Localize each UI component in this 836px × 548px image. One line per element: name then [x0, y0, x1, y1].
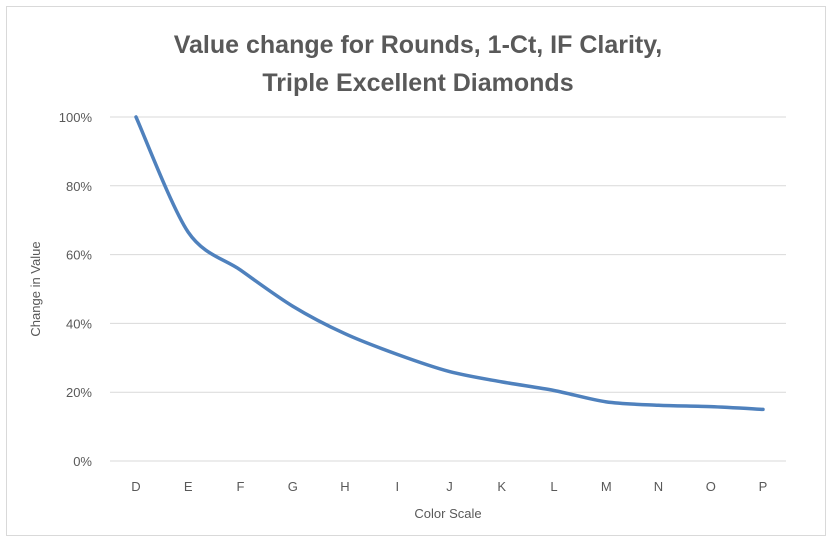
x-tick-label: I [395, 479, 399, 494]
x-tick-label: F [237, 479, 245, 494]
chart-title: Value change for Rounds, 1-Ct, IF Clarit… [174, 31, 663, 97]
x-tick-label: J [446, 479, 453, 494]
x-axis-ticks: D E F G H I J K L M N O P [131, 479, 767, 494]
x-tick-label: M [601, 479, 612, 494]
y-tick-label: 20% [66, 385, 92, 400]
x-tick-label: K [497, 479, 506, 494]
series-lines [134, 115, 765, 412]
y-tick-label: 60% [66, 248, 92, 263]
y-tick-label: 40% [66, 316, 92, 331]
x-tick-label: L [550, 479, 557, 494]
x-tick-label: N [654, 479, 663, 494]
x-tick-label: G [288, 479, 298, 494]
series-line [134, 115, 765, 412]
y-axis-ticks: 0% 20% 40% 60% 80% 100% [59, 110, 93, 469]
x-tick-label: O [706, 479, 716, 494]
x-axis-label: Color Scale [414, 506, 481, 521]
y-axis-label: Change in Value [28, 241, 43, 336]
x-tick-label: D [131, 479, 140, 494]
y-tick-label: 80% [66, 179, 92, 194]
x-tick-label: P [759, 479, 768, 494]
x-tick-label: H [340, 479, 349, 494]
y-tick-label: 0% [73, 454, 92, 469]
chart-title-line-2: Triple Excellent Diamonds [262, 69, 573, 97]
chart-frame [6, 6, 826, 536]
y-tick-label: 100% [59, 110, 93, 125]
chart-title-line-1: Value change for Rounds, 1-Ct, IF Clarit… [174, 31, 663, 59]
x-tick-label: E [184, 479, 193, 494]
gridlines [110, 116, 786, 462]
